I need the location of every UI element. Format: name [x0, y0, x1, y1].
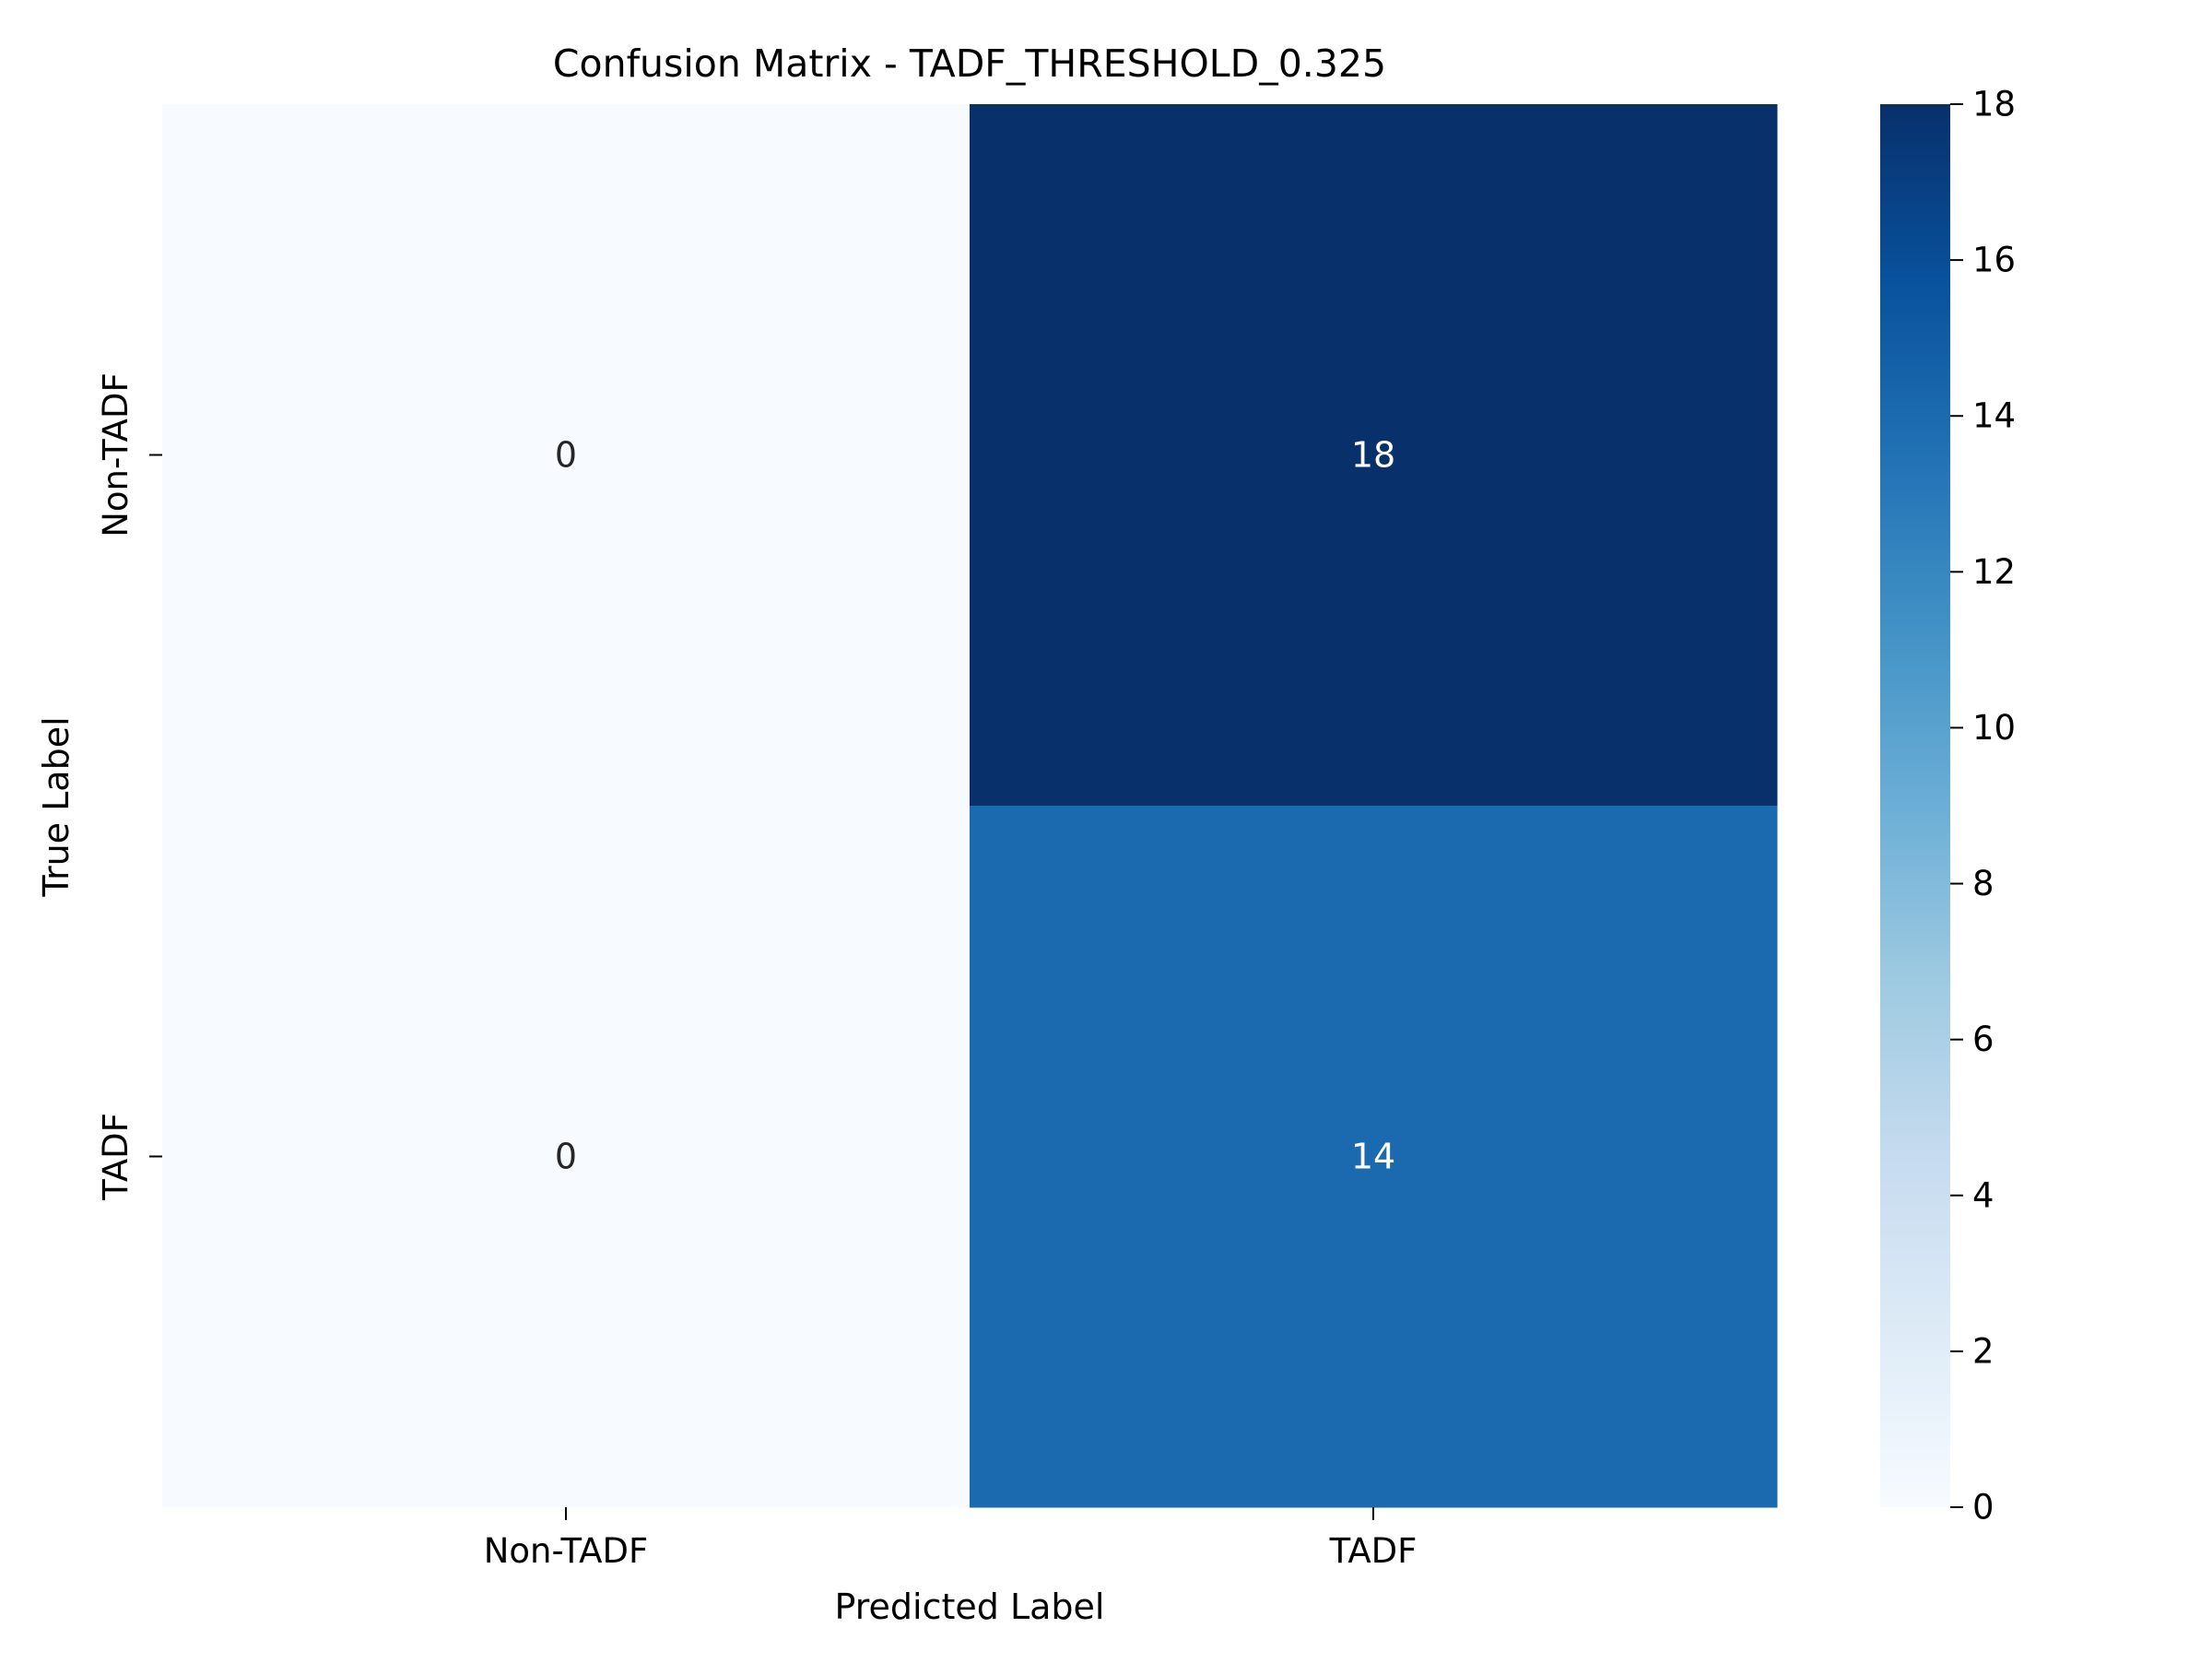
colorbar-tick-label: 16: [1972, 241, 2016, 280]
cell-value-label: 14: [1351, 1137, 1395, 1177]
colorbar-tick-label: 6: [1972, 1020, 1994, 1059]
heatmap-cell: [970, 104, 1778, 807]
colorbar-tick-label: 0: [1972, 1488, 1994, 1527]
y-tick-label: TADF: [96, 1113, 135, 1201]
heatmap-cell: [162, 806, 971, 1508]
colorbar-ticks: 0 2 4 6 8 10 12 14 16 18: [1950, 85, 2016, 1527]
y-tick-label: Non-TADF: [96, 372, 135, 537]
colorbar-tick-label: 8: [1972, 864, 1994, 903]
heatmap-cell-labels: 0 18 0 14: [555, 435, 1395, 1177]
colorbar-tick-label: 18: [1972, 85, 2016, 124]
cell-value-label: 18: [1351, 435, 1395, 476]
colorbar-tick-label: 4: [1972, 1175, 1994, 1215]
heatmap-cell: [162, 104, 971, 807]
cell-value-label: 0: [555, 1137, 577, 1177]
colorbar-tick-label: 12: [1972, 552, 2016, 592]
x-tick-label: TADF: [1329, 1531, 1418, 1571]
heatmap-cell: [970, 806, 1778, 1508]
chart-title: Confusion Matrix - TADF_THRESHOLD_0.325: [553, 41, 1386, 86]
x-axis-label: Predicted Label: [835, 1586, 1105, 1627]
x-axis: Non-TADF TADF: [484, 1507, 1418, 1571]
cell-value-label: 0: [555, 435, 577, 476]
heatmap-cells: [162, 104, 1778, 1508]
colorbar-tick-label: 10: [1972, 708, 2016, 748]
colorbar-tick-label: 14: [1972, 396, 2016, 436]
y-axis: Non-TADF TADF: [96, 372, 162, 1201]
colorbar-tick-label: 2: [1972, 1331, 1994, 1371]
x-tick-label: Non-TADF: [484, 1531, 649, 1571]
colorbar: [1880, 104, 1950, 1507]
y-axis-label: True Label: [36, 716, 76, 897]
